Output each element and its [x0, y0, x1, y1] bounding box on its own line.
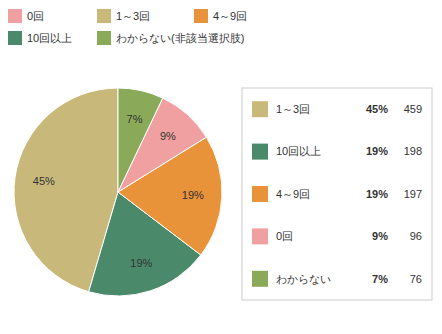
top-legend-swatch — [97, 9, 111, 23]
chart: 0回 1～3回 4～9回 10回以上 わからない(非該当選択肢) 45% 19% 19% 9% 7… — [0, 0, 442, 334]
legend-count: 96 — [410, 230, 422, 242]
top-legend-swatch — [8, 31, 22, 45]
legend-swatch — [252, 228, 268, 244]
data-label: 19% — [130, 257, 152, 269]
legend-label: 4～9回 — [276, 188, 310, 200]
legend-count: 198 — [404, 145, 422, 157]
data-label: 45% — [33, 175, 55, 187]
data-label: 19% — [182, 189, 204, 201]
legend-percent: 7% — [372, 273, 388, 285]
legend-label: 0回 — [276, 230, 293, 242]
top-legend-swatch — [97, 31, 111, 45]
legend-box — [242, 88, 432, 300]
top-legend-label: 1～3回 — [116, 10, 150, 22]
legend-percent: 45% — [366, 103, 388, 115]
legend-percent: 19% — [366, 145, 388, 157]
top-legend-swatch — [8, 9, 22, 23]
legend-swatch — [252, 271, 268, 287]
legend: 1～3回 45% 459 10回以上 19% 198 4～9回 19% 197 0回 9% 96 わから… — [242, 88, 432, 300]
legend-swatch — [252, 144, 268, 160]
legend-count: 76 — [410, 273, 422, 285]
legend-count: 197 — [404, 188, 422, 200]
top-legend-swatch — [194, 9, 208, 23]
legend-swatch — [252, 101, 268, 117]
legend-percent: 19% — [366, 188, 388, 200]
legend-label: 10回以上 — [276, 145, 321, 157]
top-legend-label: わからない(非該当選択肢) — [116, 32, 244, 44]
data-labels: 45% 19% 19% 9% 7% — [33, 113, 204, 269]
legend-label: 1～3回 — [276, 103, 310, 115]
top-legend-label: 10回以上 — [27, 32, 72, 44]
top-legend-label: 0回 — [27, 10, 44, 22]
data-label: 9% — [160, 130, 176, 142]
legend-label: わからない — [276, 273, 331, 285]
data-label: 7% — [127, 113, 143, 125]
legend-count: 459 — [404, 103, 422, 115]
legend-swatch — [252, 186, 268, 202]
legend-percent: 9% — [372, 230, 388, 242]
top-legend: 0回 1～3回 4～9回 10回以上 わからない(非該当選択肢) — [8, 9, 247, 45]
pie — [14, 88, 222, 296]
top-legend-label: 4～9回 — [213, 10, 247, 22]
pie-slice — [118, 88, 163, 192]
